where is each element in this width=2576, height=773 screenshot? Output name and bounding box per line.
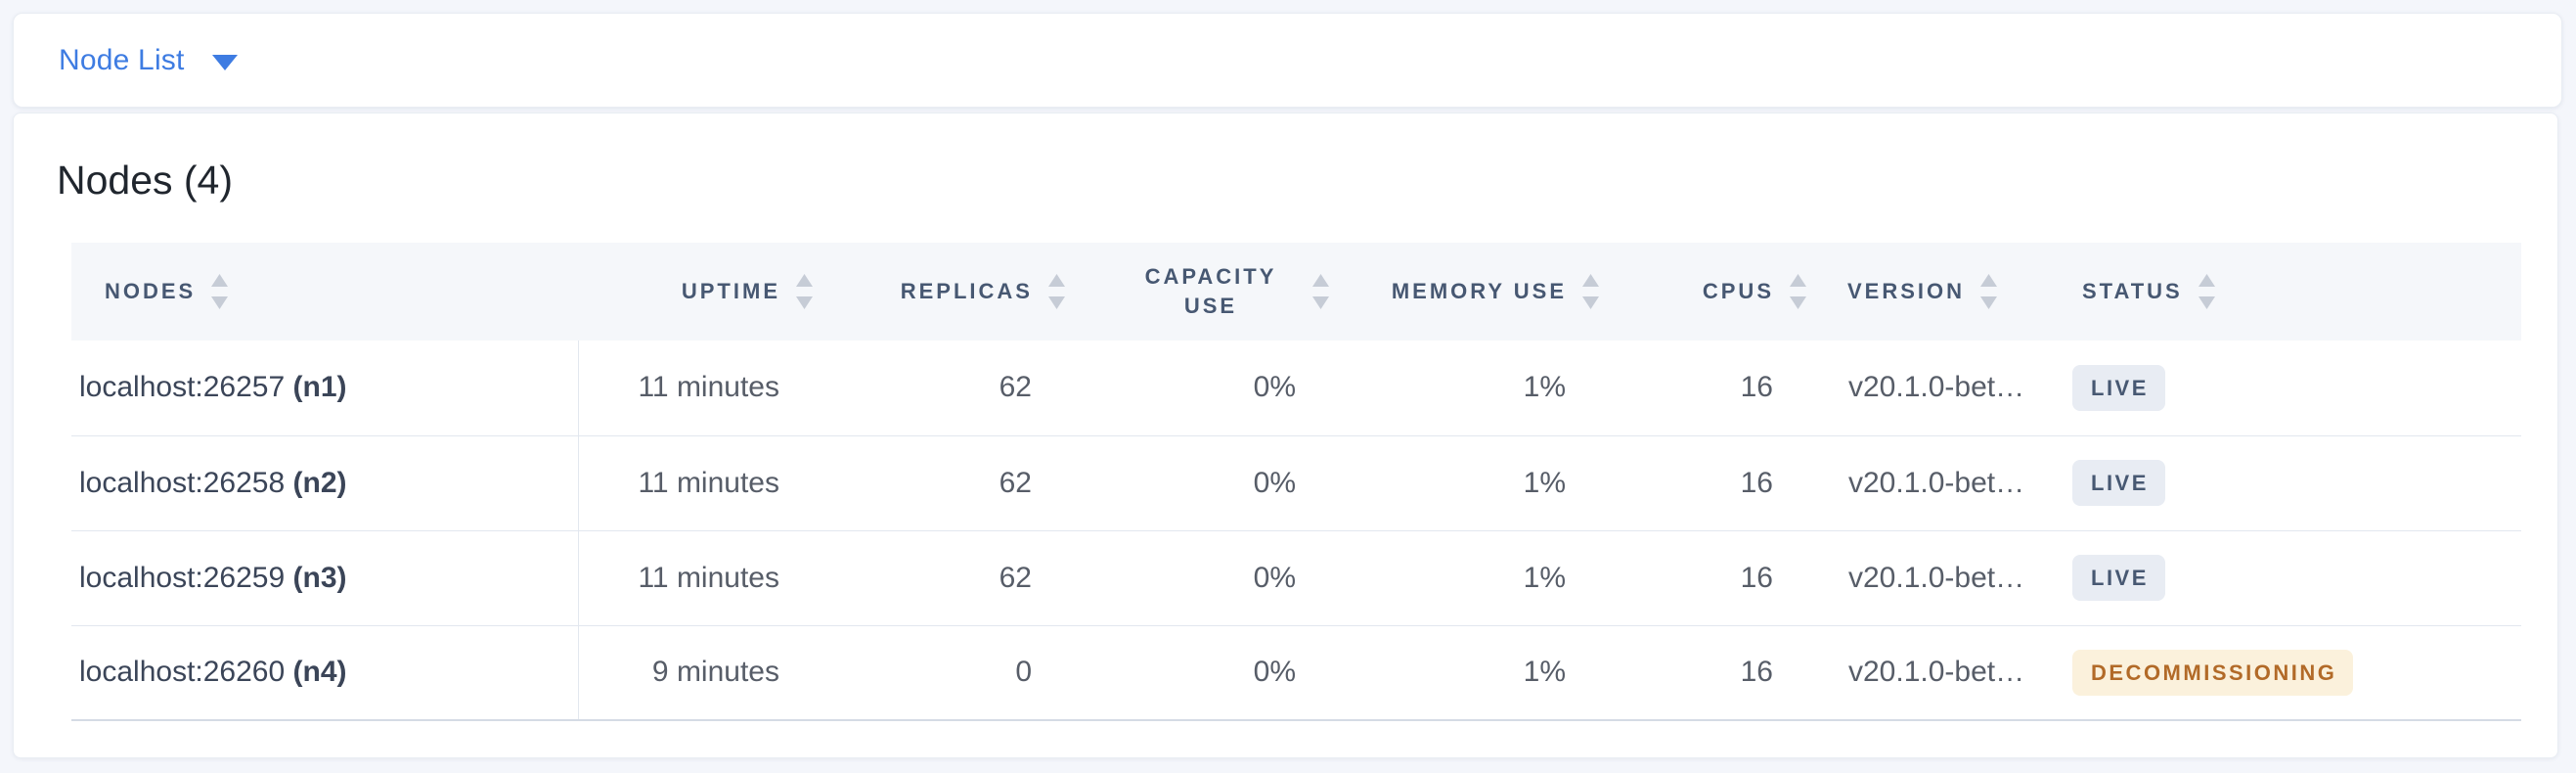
status-cell: DECOMMISSIONING [2063,625,2521,721]
nodes-table: NODES UPTIME REPLICAS [71,243,2521,721]
node-id: (n3) [292,561,347,594]
table-row: localhost:26258 (n2) 11 minutes 62 0% 1%… [71,435,2521,531]
sort-icon [2198,274,2215,309]
sort-icon [1312,274,1329,309]
node-id: (n1) [292,371,347,404]
cpus-cell: 16 [1621,341,1828,436]
node-list-dropdown-label: Node List [59,43,185,76]
memory-use-cell: 1% [1351,435,1621,531]
version-cell: v20.1.0-bet… [1828,435,2063,531]
page-title: Nodes (4) [57,158,234,203]
node-address-cell: localhost:26260 (n4) [71,625,579,721]
table-header-row: NODES UPTIME REPLICAS [71,243,2521,341]
sort-icon [796,274,813,309]
column-header-replicas[interactable]: REPLICAS [834,243,1087,341]
capacity-use-cell: 0% [1087,530,1351,626]
table-row: localhost:26257 (n1) 11 minutes 62 0% 1%… [71,341,2521,436]
uptime-cell: 11 minutes [578,341,834,436]
status-badge: LIVE [2072,460,2165,506]
cpus-cell: 16 [1621,530,1828,626]
column-header-version[interactable]: VERSION [1828,243,2063,341]
replicas-cell: 0 [834,625,1087,721]
status-cell: LIVE [2063,435,2521,531]
cpus-cell: 16 [1621,625,1828,721]
table-row: localhost:26259 (n3) 11 minutes 62 0% 1%… [71,530,2521,626]
capacity-use-cell: 0% [1087,435,1351,531]
node-id: (n2) [292,466,347,499]
node-address-cell: localhost:26257 (n1) [71,341,579,436]
caret-down-icon [211,54,238,70]
memory-use-cell: 1% [1351,341,1621,436]
column-header-memory-use[interactable]: MEMORY USE [1351,243,1621,341]
column-header-status[interactable]: STATUS [2063,243,2521,341]
node-id: (n4) [292,656,347,689]
column-header-capacity-use[interactable]: CAPACITY USE [1087,243,1351,341]
capacity-use-cell: 0% [1087,341,1351,436]
nodes-card: Nodes (4) NODES UPTIME [13,113,2558,758]
replicas-cell: 62 [834,530,1087,626]
table-row: localhost:26260 (n4) 9 minutes 0 0% 1% 1… [71,625,2521,721]
memory-use-cell: 1% [1351,625,1621,721]
version-cell: v20.1.0-bet… [1828,625,2063,721]
node-address-cell: localhost:26258 (n2) [71,435,579,531]
uptime-cell: 11 minutes [578,530,834,626]
version-cell: v20.1.0-bet… [1828,341,2063,436]
sort-icon [211,274,229,309]
sort-icon [1048,274,1065,309]
sort-icon [1980,274,1998,309]
uptime-cell: 11 minutes [578,435,834,531]
replicas-cell: 62 [834,341,1087,436]
status-cell: LIVE [2063,530,2521,626]
column-header-uptime[interactable]: UPTIME [578,243,834,341]
version-cell: v20.1.0-bet… [1828,530,2063,626]
sort-icon [1790,274,1806,309]
cpus-cell: 16 [1621,435,1828,531]
column-header-cpus[interactable]: CPUS [1621,243,1828,341]
uptime-cell: 9 minutes [578,625,834,721]
capacity-use-cell: 0% [1087,625,1351,721]
column-header-nodes[interactable]: NODES [71,243,578,341]
node-list-dropdown[interactable]: Node List [59,44,238,77]
memory-use-cell: 1% [1351,530,1621,626]
node-address-cell: localhost:26259 (n3) [71,530,579,626]
status-cell: LIVE [2063,341,2521,436]
replicas-cell: 62 [834,435,1087,531]
status-badge: LIVE [2072,364,2165,411]
status-badge: DECOMMISSIONING [2072,649,2354,696]
status-badge: LIVE [2072,555,2165,601]
sort-icon [1582,274,1599,309]
node-list-dropdown-card: Node List [13,13,2562,108]
